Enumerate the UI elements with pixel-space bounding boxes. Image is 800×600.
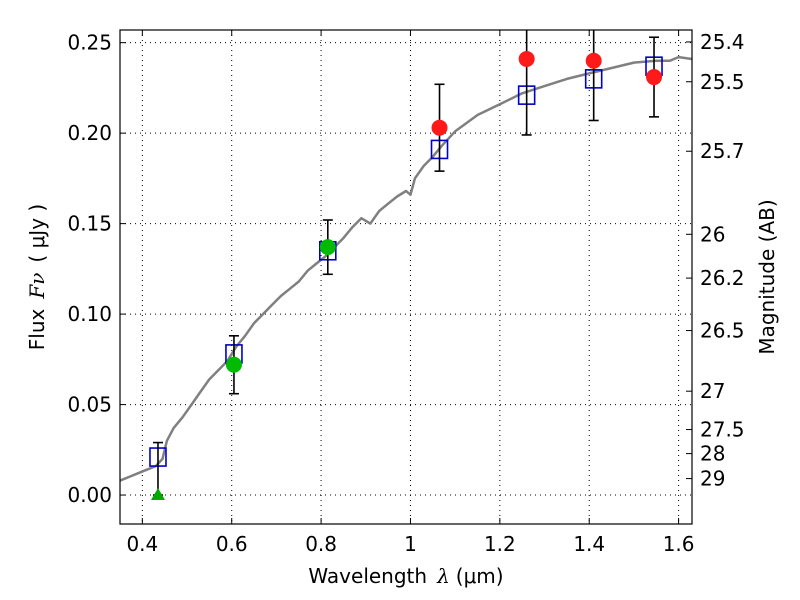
y2-tick-label: 26 [700,222,725,246]
x-tick-label: 0.4 [126,532,158,556]
x-axis-label: Wavelength λ (μm) [308,564,503,588]
observed-flux-point [431,119,448,136]
observed-flux-point [646,69,663,86]
y-tick-label: 0.20 [67,121,112,145]
y-tick-label: 0.10 [67,302,112,326]
y-tick-label: 0.00 [67,483,112,507]
plot-frame [119,29,693,525]
y2-tick-label: 27 [700,379,725,403]
y-tick-label: 0.25 [67,31,112,55]
grid-lines [120,30,692,524]
y2-tick-label: 27.5 [700,418,745,442]
observed-flux-point [585,52,602,69]
x-tick-label: 0.8 [305,532,337,556]
x-axis-ticks: 0.4 0.6 0.8 1 1.2 1.4 1.6 [126,30,695,556]
upper-limit-triangle [150,488,165,501]
x-tick-label: 1.2 [484,532,516,556]
y2-tick-label: 26.2 [700,266,745,290]
y2-tick-label: 26.5 [700,319,745,343]
observed-flux-point [319,239,336,256]
y2-tick-label: 25.7 [700,139,745,163]
x-tick-label: 0.6 [216,532,248,556]
plot-data [120,30,692,501]
x-tick-label: 1.4 [573,532,605,556]
y-tick-label: 0.15 [67,212,112,236]
y2-axis-label: Magnitude (AB) [755,199,779,354]
x-tick-label: 1 [404,532,417,556]
y2-tick-label: 29 [700,467,725,491]
observed-flux-point [518,50,535,67]
y-tick-label: 0.05 [67,393,112,417]
y-axis-label: FluxFν( μJy ) [25,204,49,350]
observed-flux-point [225,356,242,373]
y2-tick-label: 28 [700,442,725,466]
sed-model-curve [120,55,692,482]
x-tick-label: 1.6 [663,532,695,556]
y2-tick-label: 25.4 [700,30,745,54]
y-axis-ticks: 0.00 0.05 0.10 0.15 0.20 0.25 [67,31,126,507]
y2-tick-label: 25.5 [700,70,745,94]
